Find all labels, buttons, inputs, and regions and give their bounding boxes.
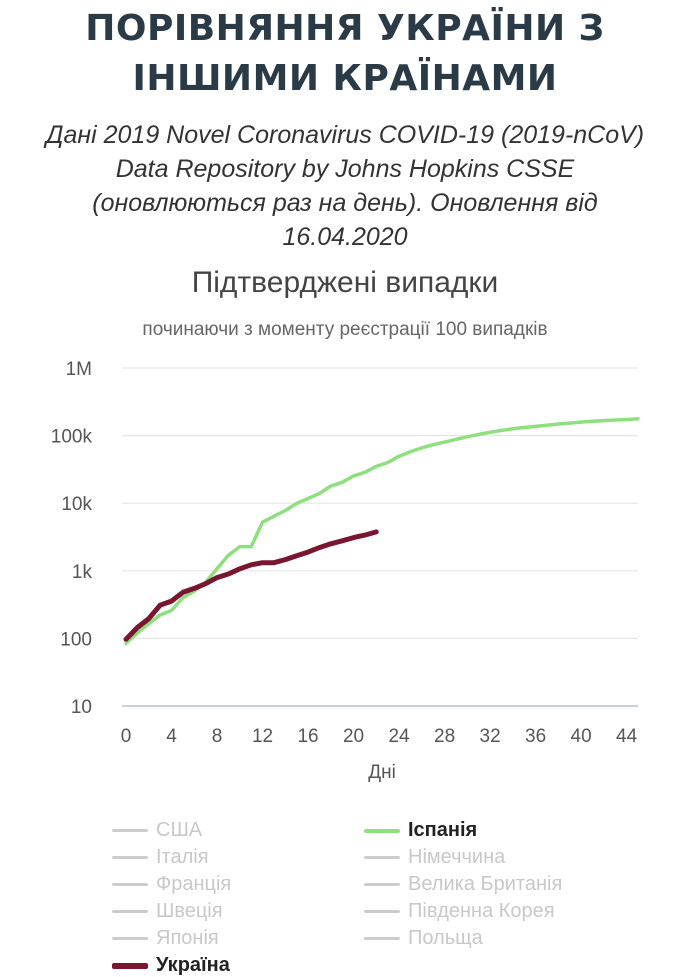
series-line-spain [124, 416, 640, 646]
page-title-line-2: ІНШИМИ КРАЇНАМИ [132, 58, 558, 99]
legend-item[interactable]: Німеччина [364, 846, 505, 869]
y-tick-label: 1k [72, 562, 93, 583]
legend-swatch [112, 910, 148, 913]
legend-swatch [112, 883, 148, 886]
x-tick-label: 28 [434, 726, 455, 747]
data-source-note: Дані 2019 Novel Coronavirus COVID-19 (20… [20, 118, 670, 254]
x-tick-label: 0 [121, 726, 132, 747]
legend-item[interactable]: Франція [112, 873, 231, 896]
x-tick-label: 4 [166, 726, 177, 747]
x-tick-label: 32 [480, 726, 501, 747]
x-tick-label: 24 [388, 726, 410, 747]
legend-label: Польща [408, 927, 483, 949]
legend-swatch [364, 883, 400, 886]
legend-label: Італія [156, 846, 209, 868]
legend-label: Німеччина [408, 846, 506, 868]
x-tick-label: 20 [343, 726, 364, 747]
legend-item[interactable]: Україна [112, 954, 230, 977]
legend-item[interactable]: Південна Корея [364, 900, 555, 923]
y-tick-label: 10 [71, 697, 92, 718]
legend-label: Франція [156, 873, 232, 895]
legend-item[interactable]: Велика Британія [364, 873, 562, 896]
chart-title: Підтверджені випадки [191, 266, 499, 299]
data-source-line-3: (оновлюються раз на день). Оновлення від [92, 189, 598, 217]
legend-label: Японія [156, 927, 219, 949]
legend-item[interactable]: Іспанія [364, 819, 477, 842]
legend-swatch [364, 937, 400, 940]
legend-label: Іспанія [408, 819, 478, 841]
legend-label: США [156, 819, 203, 841]
legend-swatch [364, 856, 400, 859]
legend-item[interactable]: Японія [112, 927, 219, 950]
y-tick-label: 100k [51, 427, 93, 448]
data-source-line-4: 16.04.2020 [282, 223, 408, 251]
legend-item[interactable]: Італія [112, 846, 209, 869]
legend-swatch [112, 829, 148, 832]
page-title: ПОРІВНЯННЯ УКРАЇНИ З ІНШИМИ КРАЇНАМИ [0, 4, 690, 104]
y-tick-label: 10k [61, 494, 92, 515]
legend-item[interactable]: Швеція [112, 900, 223, 923]
x-axis-label: Дні [368, 762, 396, 783]
legend-item[interactable]: США [112, 819, 202, 842]
legend-swatch [364, 828, 400, 833]
legend-label: Україна [156, 954, 230, 976]
x-tick-label: 36 [525, 726, 546, 747]
series-line-ukraine [123, 529, 379, 642]
legend-swatch [364, 910, 400, 913]
x-tick-label: 44 [616, 726, 638, 747]
x-tick-label: 40 [571, 726, 592, 747]
chart-subtitle: починаючи з моменту реєстрації 100 випад… [142, 319, 548, 340]
x-tick-label: 8 [212, 726, 223, 747]
legend-swatch [112, 856, 148, 859]
legend-item[interactable]: Польща [364, 927, 483, 950]
data-source-line-1: Дані 2019 Novel Coronavirus COVID-19 (20… [45, 121, 645, 149]
y-tick-label: 1M [66, 359, 92, 380]
legend-swatch [112, 937, 148, 940]
legend-label: Швеція [156, 900, 223, 922]
legend-label: Велика Британія [408, 873, 563, 895]
x-tick-label: 16 [297, 726, 318, 747]
y-tick-label: 100 [60, 629, 92, 650]
legend-swatch [112, 962, 148, 969]
page-title-line-1: ПОРІВНЯННЯ УКРАЇНИ З [85, 8, 605, 49]
data-source-line-2: Data Repository by Johns Hopkins CSSE [115, 155, 575, 183]
x-tick-label: 12 [252, 726, 273, 747]
legend-label: Південна Корея [408, 900, 555, 922]
